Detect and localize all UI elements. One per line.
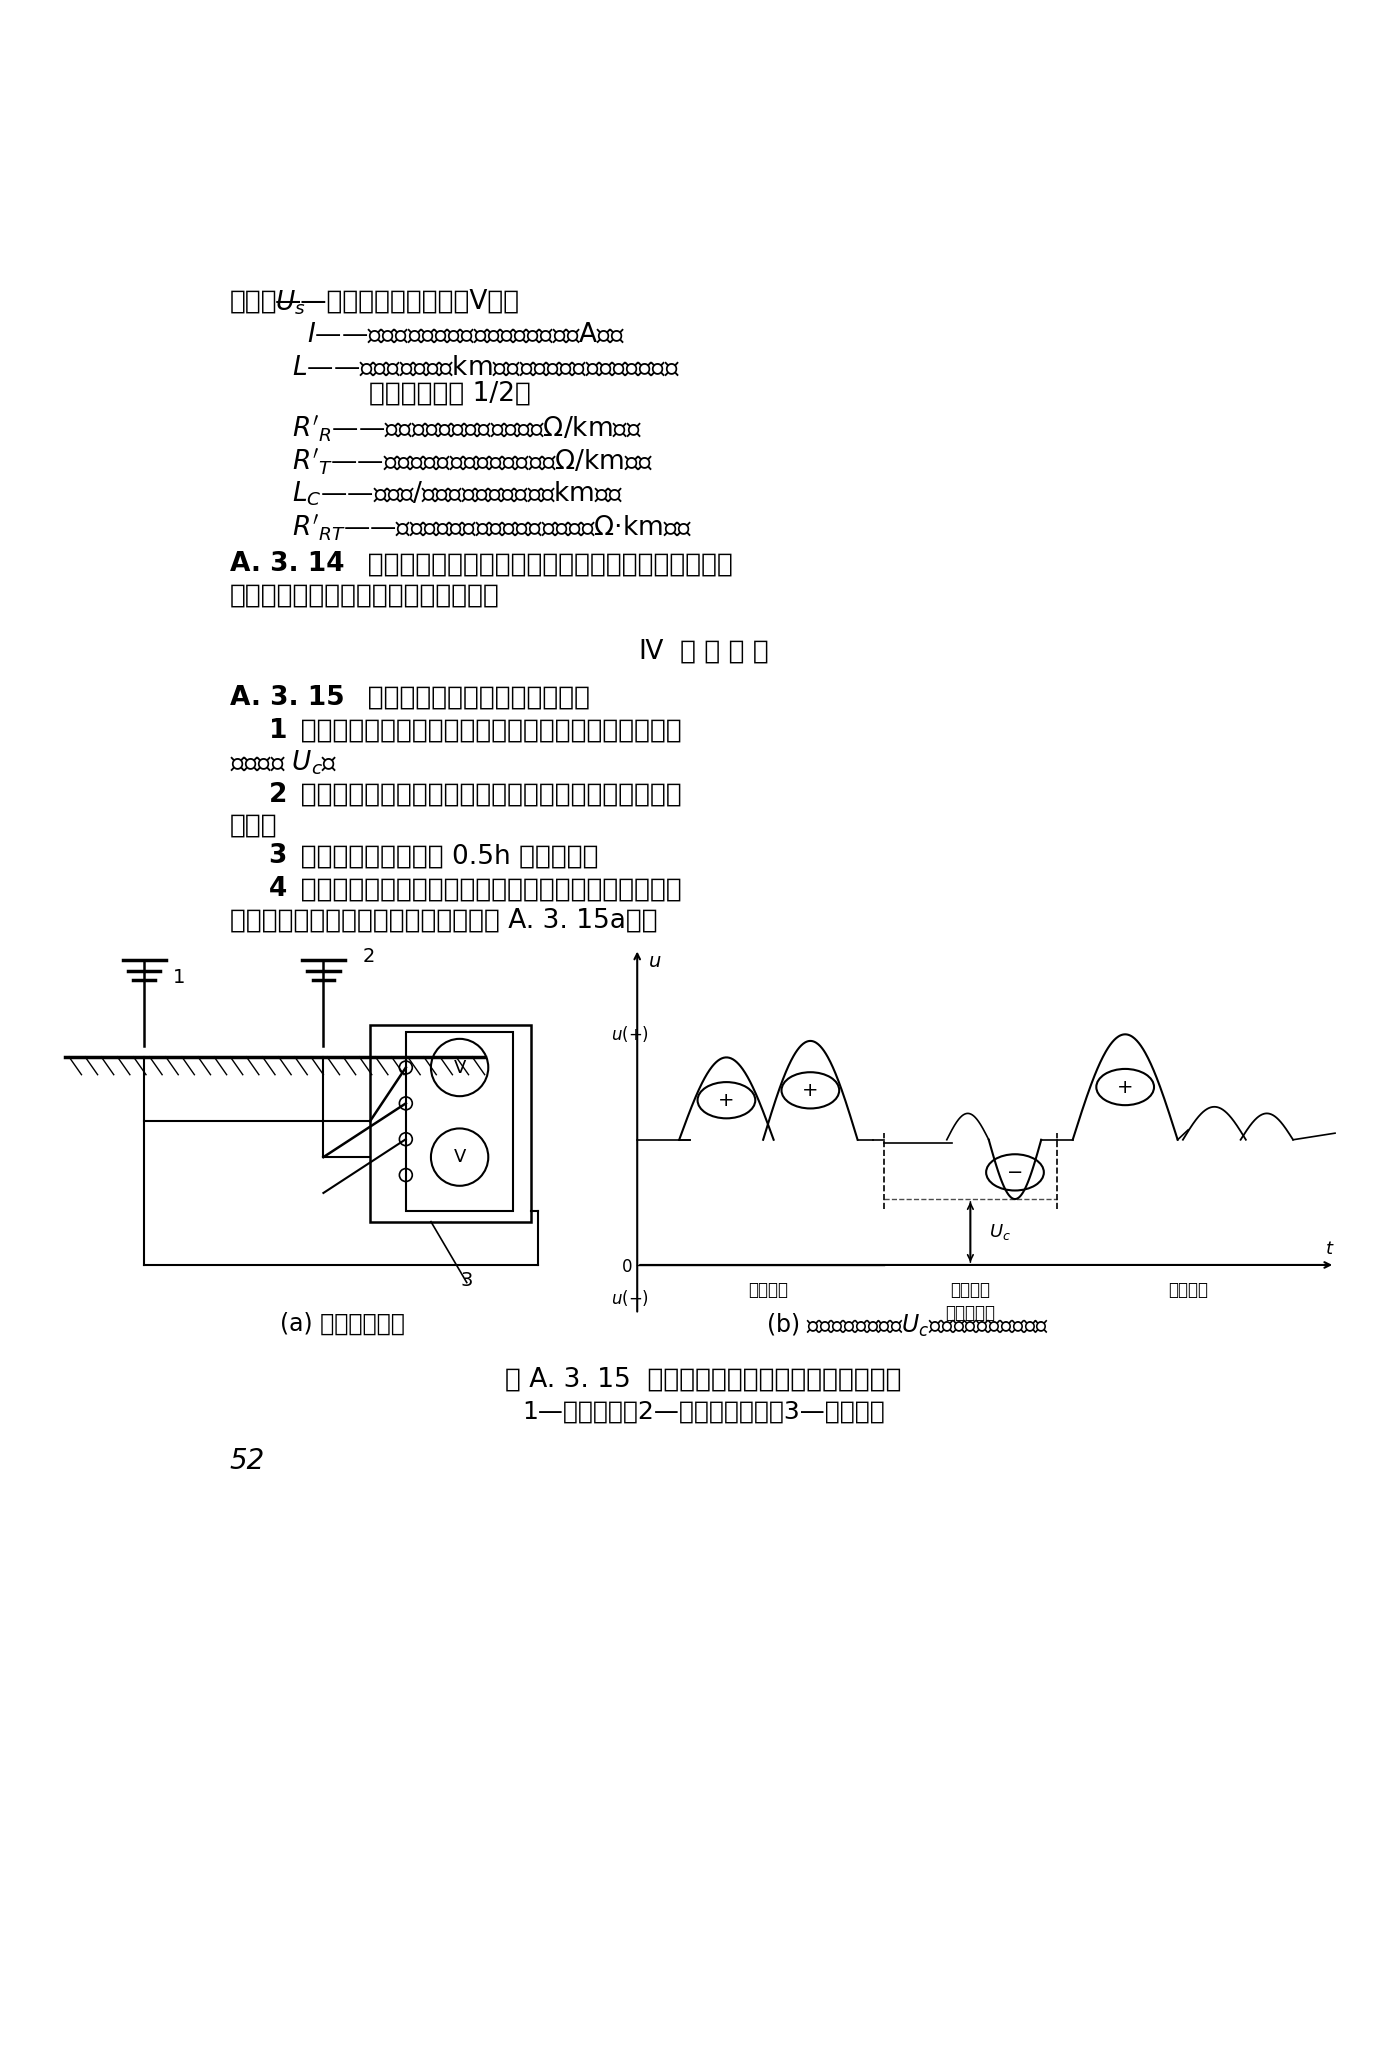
Text: Ⅳ  极 化 电 位: Ⅳ 极 化 电 位: [638, 639, 769, 664]
Text: 当进行结构钢筋纵向电压降测算时，应分析和计算公: 当进行结构钢筋纵向电压降测算时，应分析和计算公: [350, 551, 733, 578]
Text: V: V: [453, 1149, 465, 1165]
Text: 1: 1: [173, 969, 185, 987]
Text: 本底电位 $U_c$。: 本底电位 $U_c$。: [229, 750, 338, 776]
Text: (a) 测量原理接线: (a) 测量原理接线: [280, 1313, 405, 1335]
Text: $L$——计算区间长度（km），正常双边供电时，宜取牵引: $L$——计算区间长度（km），正常双边供电时，宜取牵引: [291, 354, 680, 381]
Text: $u(-)$: $u(-)$: [611, 1288, 649, 1309]
Text: 4: 4: [269, 877, 287, 903]
Text: 1: 1: [269, 717, 287, 743]
Text: 图 A. 3. 15  主体结构钢筋对地电位测量方法示意: 图 A. 3. 15 主体结构钢筋对地电位测量方法示意: [505, 1366, 902, 1393]
Text: 1—结构钢筋；2—记录型电压表；3—组装箱体: 1—结构钢筋；2—记录型电压表；3—组装箱体: [522, 1399, 886, 1423]
Text: 列车运行: 列车运行: [1168, 1282, 1208, 1298]
Text: 结构钢筋，负极应接测量参比电极（图 A. 3. 15a）。: 结构钢筋，负极应接测量参比电极（图 A. 3. 15a）。: [229, 907, 658, 934]
Text: $U_s$: $U_s$: [275, 289, 306, 317]
Text: +: +: [1116, 1077, 1134, 1096]
Text: $R'_T$——单位长度结构钢筋纵向电阻（Ω/km）；: $R'_T$——单位长度结构钢筋纵向电阻（Ω/km）；: [291, 446, 654, 477]
Text: +: +: [718, 1092, 735, 1110]
Text: $U_c$: $U_c$: [989, 1223, 1011, 1241]
Text: A. 3. 14: A. 3. 14: [229, 551, 345, 578]
Text: $t$: $t$: [1325, 1241, 1335, 1257]
Text: $R'_R$——单位长度走行轨纵向电阻（Ω/km）；: $R'_R$——单位长度走行轨纵向电阻（Ω/km）；: [291, 414, 641, 444]
Text: 式中：: 式中：: [229, 289, 277, 313]
Text: 2: 2: [362, 946, 375, 967]
Text: 52: 52: [229, 1448, 265, 1475]
Text: 无杂散电流: 无杂散电流: [946, 1305, 995, 1323]
Text: 测量。: 测量。: [229, 813, 277, 838]
Text: $I$——高峰小时计算区间牵引回流平均值（A）；: $I$——高峰小时计算区间牵引回流平均值（A）；: [308, 322, 626, 348]
Text: $u$: $u$: [648, 952, 662, 971]
Text: 可使用高内阻双向指针式或双向自动记录式电压表进行: 可使用高内阻双向指针式或双向自动记录式电压表进行: [284, 782, 681, 807]
Text: A. 3. 15: A. 3. 15: [229, 684, 345, 711]
Text: 变电所间距的 1/2；: 变电所间距的 1/2；: [369, 381, 531, 406]
Text: 0: 0: [622, 1257, 632, 1276]
Text: (b) 考虑自然本体电位$U_c$时的电位曲线处理方法: (b) 考虑自然本体电位$U_c$时的电位曲线处理方法: [766, 1313, 1049, 1339]
Text: 应在地铁停运并停电 0.5h 以后进行。: 应在地铁停运并停电 0.5h 以后进行。: [284, 844, 599, 868]
Text: $u(+)$: $u(+)$: [611, 1024, 649, 1044]
Text: 应测量主体结构钢筋在不受地铁杂散电流影响时的自然: 应测量主体结构钢筋在不受地铁杂散电流影响时的自然: [284, 717, 681, 743]
Bar: [369, 1024, 531, 1221]
Text: 列车停运: 列车停运: [950, 1282, 990, 1298]
Text: 3: 3: [269, 844, 287, 868]
Text: 极化电位测试应符合下列规定：: 极化电位测试应符合下列规定：: [350, 684, 589, 711]
Text: 2: 2: [269, 782, 287, 807]
Text: 3: 3: [460, 1270, 472, 1290]
Text: V: V: [453, 1059, 465, 1077]
Text: ——结构钢筋纵向电压（V）；: ——结构钢筋纵向电压（V）；: [275, 289, 520, 313]
Text: 式中参数对结构钢筋或排流网的影响。: 式中参数对结构钢筋或排流网的影响。: [229, 582, 500, 608]
Text: 主体结构钢筋对地电位测试接线时，仪表正极应接主体: 主体结构钢筋对地电位测试接线时，仪表正极应接主体: [284, 877, 681, 903]
Bar: [406, 1032, 514, 1210]
Text: −: −: [1006, 1163, 1023, 1182]
Text: 列车运行: 列车运行: [748, 1282, 788, 1298]
Text: $R'_{RT}$——单位长度走行轨对地过渡电阻率（Ω·km）。: $R'_{RT}$——单位长度走行轨对地过渡电阻率（Ω·km）。: [291, 512, 692, 543]
Text: $L_C$——走行轨/结构钢筋的特性长度（km）；: $L_C$——走行轨/结构钢筋的特性长度（km）；: [291, 479, 623, 508]
Text: +: +: [802, 1081, 818, 1100]
